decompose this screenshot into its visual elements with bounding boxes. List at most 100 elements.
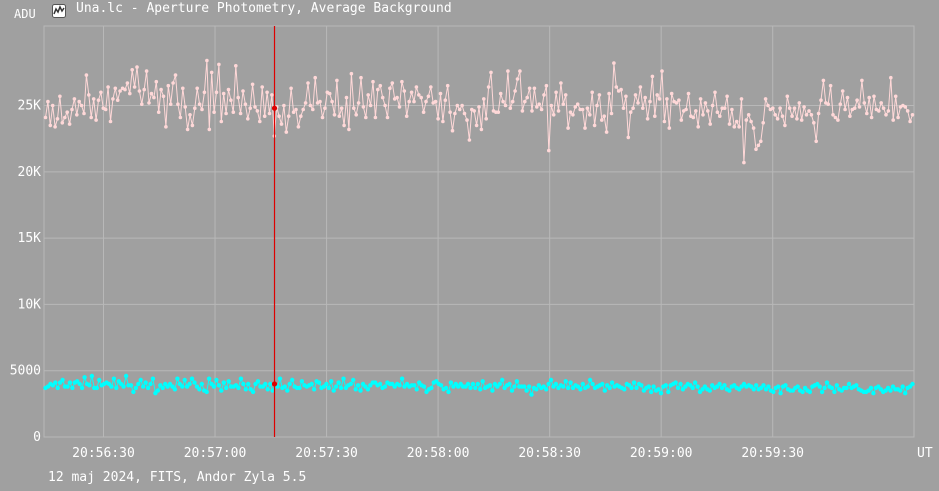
upper-series-point — [342, 123, 346, 128]
lower-series-point — [150, 376, 156, 381]
lower-series-point — [678, 381, 683, 387]
upper-series-point — [778, 106, 782, 110]
upper-series-point — [313, 75, 318, 80]
upper-series-point — [258, 119, 262, 124]
upper-series-point — [648, 99, 652, 104]
time-cursor[interactable] — [271, 26, 278, 437]
upper-series-point — [665, 97, 669, 101]
upper-series-point — [691, 115, 696, 120]
upper-series-point — [833, 115, 838, 120]
upper-series-point — [465, 118, 469, 122]
lower-series-point — [868, 385, 874, 391]
x-tick-label: 20:56:30 — [72, 446, 135, 461]
cursor-marker-lower — [271, 381, 278, 387]
upper-series-point — [525, 95, 529, 100]
upper-series-point — [636, 101, 640, 105]
upper-series-point — [602, 114, 606, 118]
upper-series-point — [106, 85, 110, 89]
upper-series-point — [657, 97, 662, 101]
lower-series-point — [53, 380, 58, 385]
upper-series-point — [638, 85, 643, 89]
lower-series-point — [658, 391, 664, 396]
y-tick-label: 20K — [18, 165, 42, 180]
upper-series-point — [135, 65, 139, 69]
lower-series-point — [145, 385, 151, 391]
upper-series-point — [532, 86, 537, 91]
lower-series-point — [666, 389, 671, 395]
upper-series-point — [852, 106, 857, 110]
upper-series-point — [877, 109, 881, 113]
upper-series-point — [125, 81, 130, 85]
lower-series-point — [824, 380, 830, 385]
lower-series-point — [111, 376, 117, 381]
lower-series-point — [331, 388, 336, 393]
lower-series-point — [534, 387, 539, 392]
lower-series-point — [778, 391, 783, 396]
lower-series-point — [834, 383, 839, 388]
lower-series-point — [609, 380, 615, 385]
upper-series-point — [286, 114, 291, 118]
upper-series-point — [535, 105, 539, 109]
lower-series-point — [656, 387, 661, 392]
upper-series-point — [450, 128, 455, 133]
upper-series-point — [537, 102, 541, 106]
upper-series-point — [448, 110, 452, 114]
upper-series-point — [734, 119, 739, 124]
lower-series-point — [141, 384, 146, 389]
upper-series-point — [592, 123, 597, 128]
lower-series-point — [109, 384, 114, 389]
upper-series-point — [364, 115, 368, 120]
upper-series-point — [301, 107, 306, 112]
lower-series-point — [172, 387, 178, 392]
upper-series-point — [865, 111, 869, 116]
upper-series-point — [50, 103, 55, 108]
upper-series-point — [246, 117, 250, 121]
upper-series-point — [378, 83, 383, 88]
upper-series-point — [626, 135, 631, 140]
chart-axes — [43, 25, 915, 438]
upper-series-point — [347, 127, 351, 132]
y-tick-label: 0 — [33, 430, 41, 445]
lower-series-point — [507, 381, 512, 387]
upper-series-point — [128, 91, 132, 96]
y-tick-label: 15K — [18, 231, 42, 246]
upper-series-point — [684, 107, 688, 112]
upper-series-point — [749, 119, 753, 124]
upper-series-point — [792, 106, 797, 110]
upper-series-point — [132, 85, 137, 89]
upper-series-point — [219, 119, 224, 124]
lower-series-point — [776, 384, 781, 389]
upper-series-point — [696, 125, 700, 129]
upper-series-point — [265, 90, 269, 95]
upper-series-point — [159, 87, 163, 92]
upper-series-point — [730, 107, 734, 112]
upper-series-point — [383, 103, 387, 108]
upper-series-point — [893, 94, 898, 99]
upper-series-point — [549, 103, 554, 108]
lower-series-point — [187, 381, 192, 387]
lower-series-point — [766, 384, 771, 389]
upper-series-point — [542, 93, 546, 97]
lower-series-point — [182, 377, 187, 383]
title-bar: Una.lc - Aperture Photometry, Average Ba… — [0, 0, 939, 20]
upper-series-point — [773, 113, 777, 117]
footer-info: 12 maj 2024, FITS, Andor Zyla 5.5 — [48, 470, 307, 485]
upper-series-point — [193, 106, 197, 110]
lower-series-point — [487, 383, 493, 388]
upper-series-point — [238, 111, 243, 116]
upper-series-point — [137, 89, 142, 93]
upper-series-point — [840, 89, 845, 93]
upper-series-point — [152, 95, 156, 100]
upper-series-point — [821, 78, 826, 83]
x-tick-label: 20:57:00 — [184, 446, 247, 461]
upper-series-point — [70, 107, 74, 112]
upper-series-point — [520, 109, 525, 113]
upper-series-point — [171, 81, 175, 85]
upper-series-point — [559, 81, 563, 85]
upper-series-point — [339, 106, 344, 110]
upper-series-point — [807, 109, 811, 113]
upper-series-point — [419, 95, 424, 100]
upper-series-point — [869, 115, 874, 120]
upper-series-point — [371, 79, 375, 84]
